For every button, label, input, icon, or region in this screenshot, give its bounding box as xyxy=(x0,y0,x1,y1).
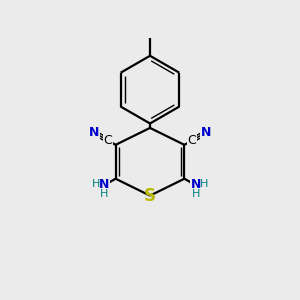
Text: C: C xyxy=(103,134,112,147)
Text: H: H xyxy=(92,179,100,189)
Text: C: C xyxy=(188,134,197,147)
Text: H: H xyxy=(200,179,208,189)
Text: N: N xyxy=(201,126,211,139)
Text: N: N xyxy=(89,126,99,139)
Text: N: N xyxy=(99,178,109,191)
Text: N: N xyxy=(191,178,201,191)
Text: S: S xyxy=(144,187,156,205)
Text: H: H xyxy=(100,189,108,199)
Text: H: H xyxy=(192,189,200,199)
